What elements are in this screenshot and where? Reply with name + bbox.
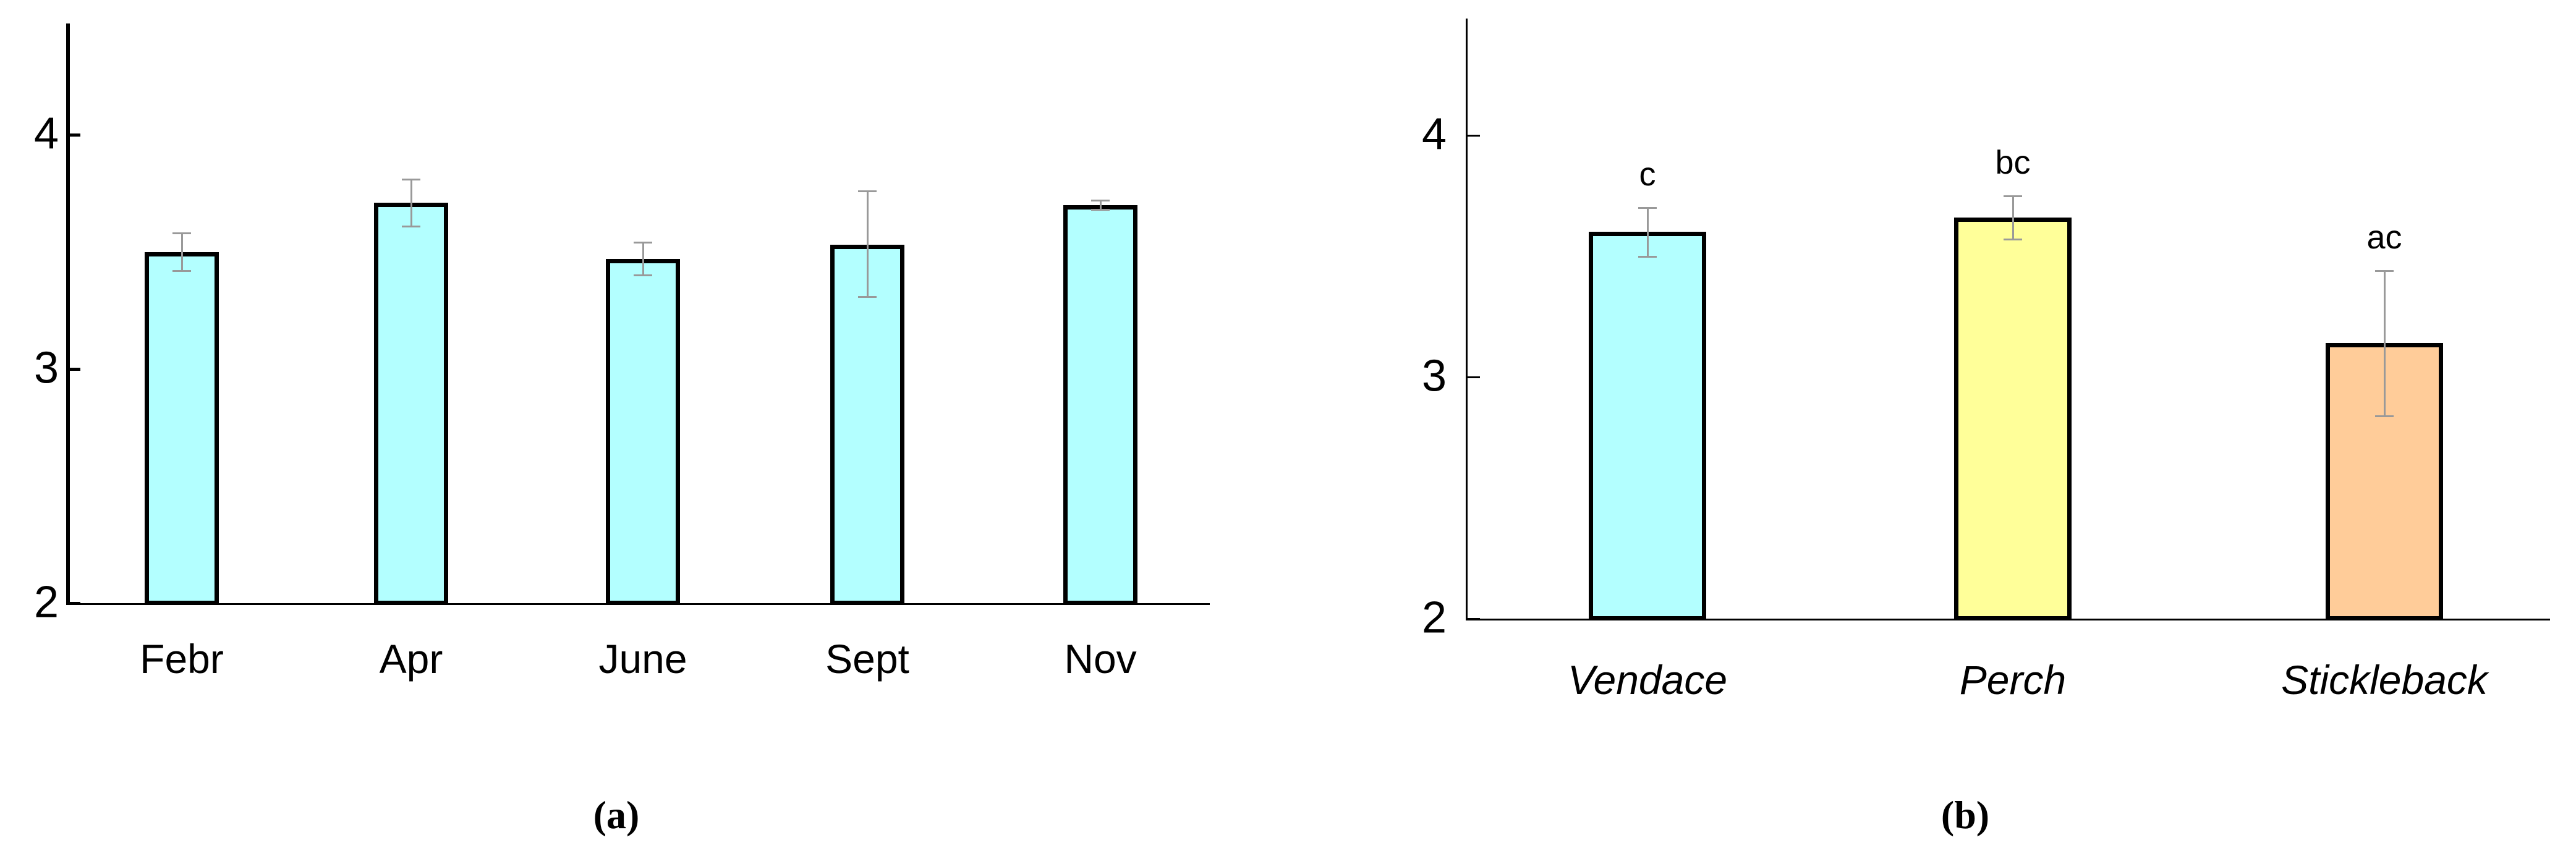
error-bar-bottom-cap bbox=[2375, 415, 2394, 417]
error-bar-bottom-cap bbox=[1638, 255, 1657, 258]
bar-june bbox=[606, 258, 680, 605]
significance-letter: ac bbox=[2366, 218, 2402, 256]
error-bar-bottom-cap bbox=[858, 295, 877, 298]
x-category-label: Sept bbox=[825, 636, 909, 682]
error-bar-top-cap bbox=[402, 179, 420, 180]
error-bar bbox=[642, 242, 644, 276]
bar-perch bbox=[1954, 217, 2072, 620]
y-axis bbox=[1466, 19, 1468, 620]
y-tick-label: 3 bbox=[33, 343, 59, 393]
caption-a: (a) bbox=[593, 793, 640, 837]
x-category-label: Vendace bbox=[1567, 657, 1728, 703]
bar-sept bbox=[830, 245, 904, 605]
bar-vendace bbox=[1589, 232, 1706, 620]
error-bar-top-cap bbox=[2004, 195, 2022, 197]
error-bar-bottom-cap bbox=[634, 274, 652, 277]
error-bar bbox=[2383, 270, 2386, 416]
error-bar-bottom-cap bbox=[172, 269, 191, 272]
bar-nov bbox=[1063, 205, 1137, 605]
y-tick bbox=[1468, 617, 1480, 620]
error-bar bbox=[1646, 208, 1649, 256]
error-bar-top-cap bbox=[1091, 200, 1110, 202]
error-bar bbox=[866, 190, 869, 297]
significance-letter: bc bbox=[1995, 143, 2031, 181]
error-bar-top-cap bbox=[2375, 269, 2394, 272]
error-bar bbox=[1099, 200, 1102, 210]
y-axis bbox=[66, 23, 70, 605]
error-bar bbox=[181, 233, 183, 271]
y-tick-label: 3 bbox=[1421, 351, 1447, 401]
x-category-label: Apr bbox=[379, 636, 443, 682]
y-tick bbox=[1468, 376, 1480, 378]
y-tick-label: 4 bbox=[33, 109, 59, 159]
y-tick bbox=[70, 367, 80, 371]
y-tick-label: 4 bbox=[1421, 109, 1447, 159]
error-bar bbox=[410, 179, 412, 226]
x-category-label: Stickleback bbox=[2281, 657, 2488, 703]
y-tick bbox=[1468, 134, 1480, 137]
caption-b: (b) bbox=[1941, 793, 1990, 837]
error-bar-bottom-cap bbox=[1091, 209, 1110, 211]
x-category-label: June bbox=[598, 636, 687, 682]
error-bar-top-cap bbox=[1638, 207, 1657, 210]
error-bar bbox=[2012, 195, 2014, 240]
y-tick-label: 2 bbox=[1421, 593, 1447, 643]
error-bar-bottom-cap bbox=[402, 225, 420, 227]
y-tick bbox=[70, 601, 80, 605]
bar-apr bbox=[374, 202, 448, 605]
y-tick bbox=[70, 133, 80, 137]
bar-febr bbox=[145, 252, 219, 605]
error-bar-top-cap bbox=[858, 190, 877, 192]
error-bar-top-cap bbox=[172, 232, 191, 235]
error-bar-bottom-cap bbox=[2004, 239, 2022, 241]
y-tick-label: 2 bbox=[33, 577, 59, 627]
error-bar-top-cap bbox=[634, 242, 652, 244]
x-category-label: Febr bbox=[140, 636, 224, 682]
x-category-label: Perch bbox=[1959, 657, 2067, 703]
significance-letter: c bbox=[1639, 156, 1656, 193]
x-category-label: Nov bbox=[1064, 636, 1137, 682]
